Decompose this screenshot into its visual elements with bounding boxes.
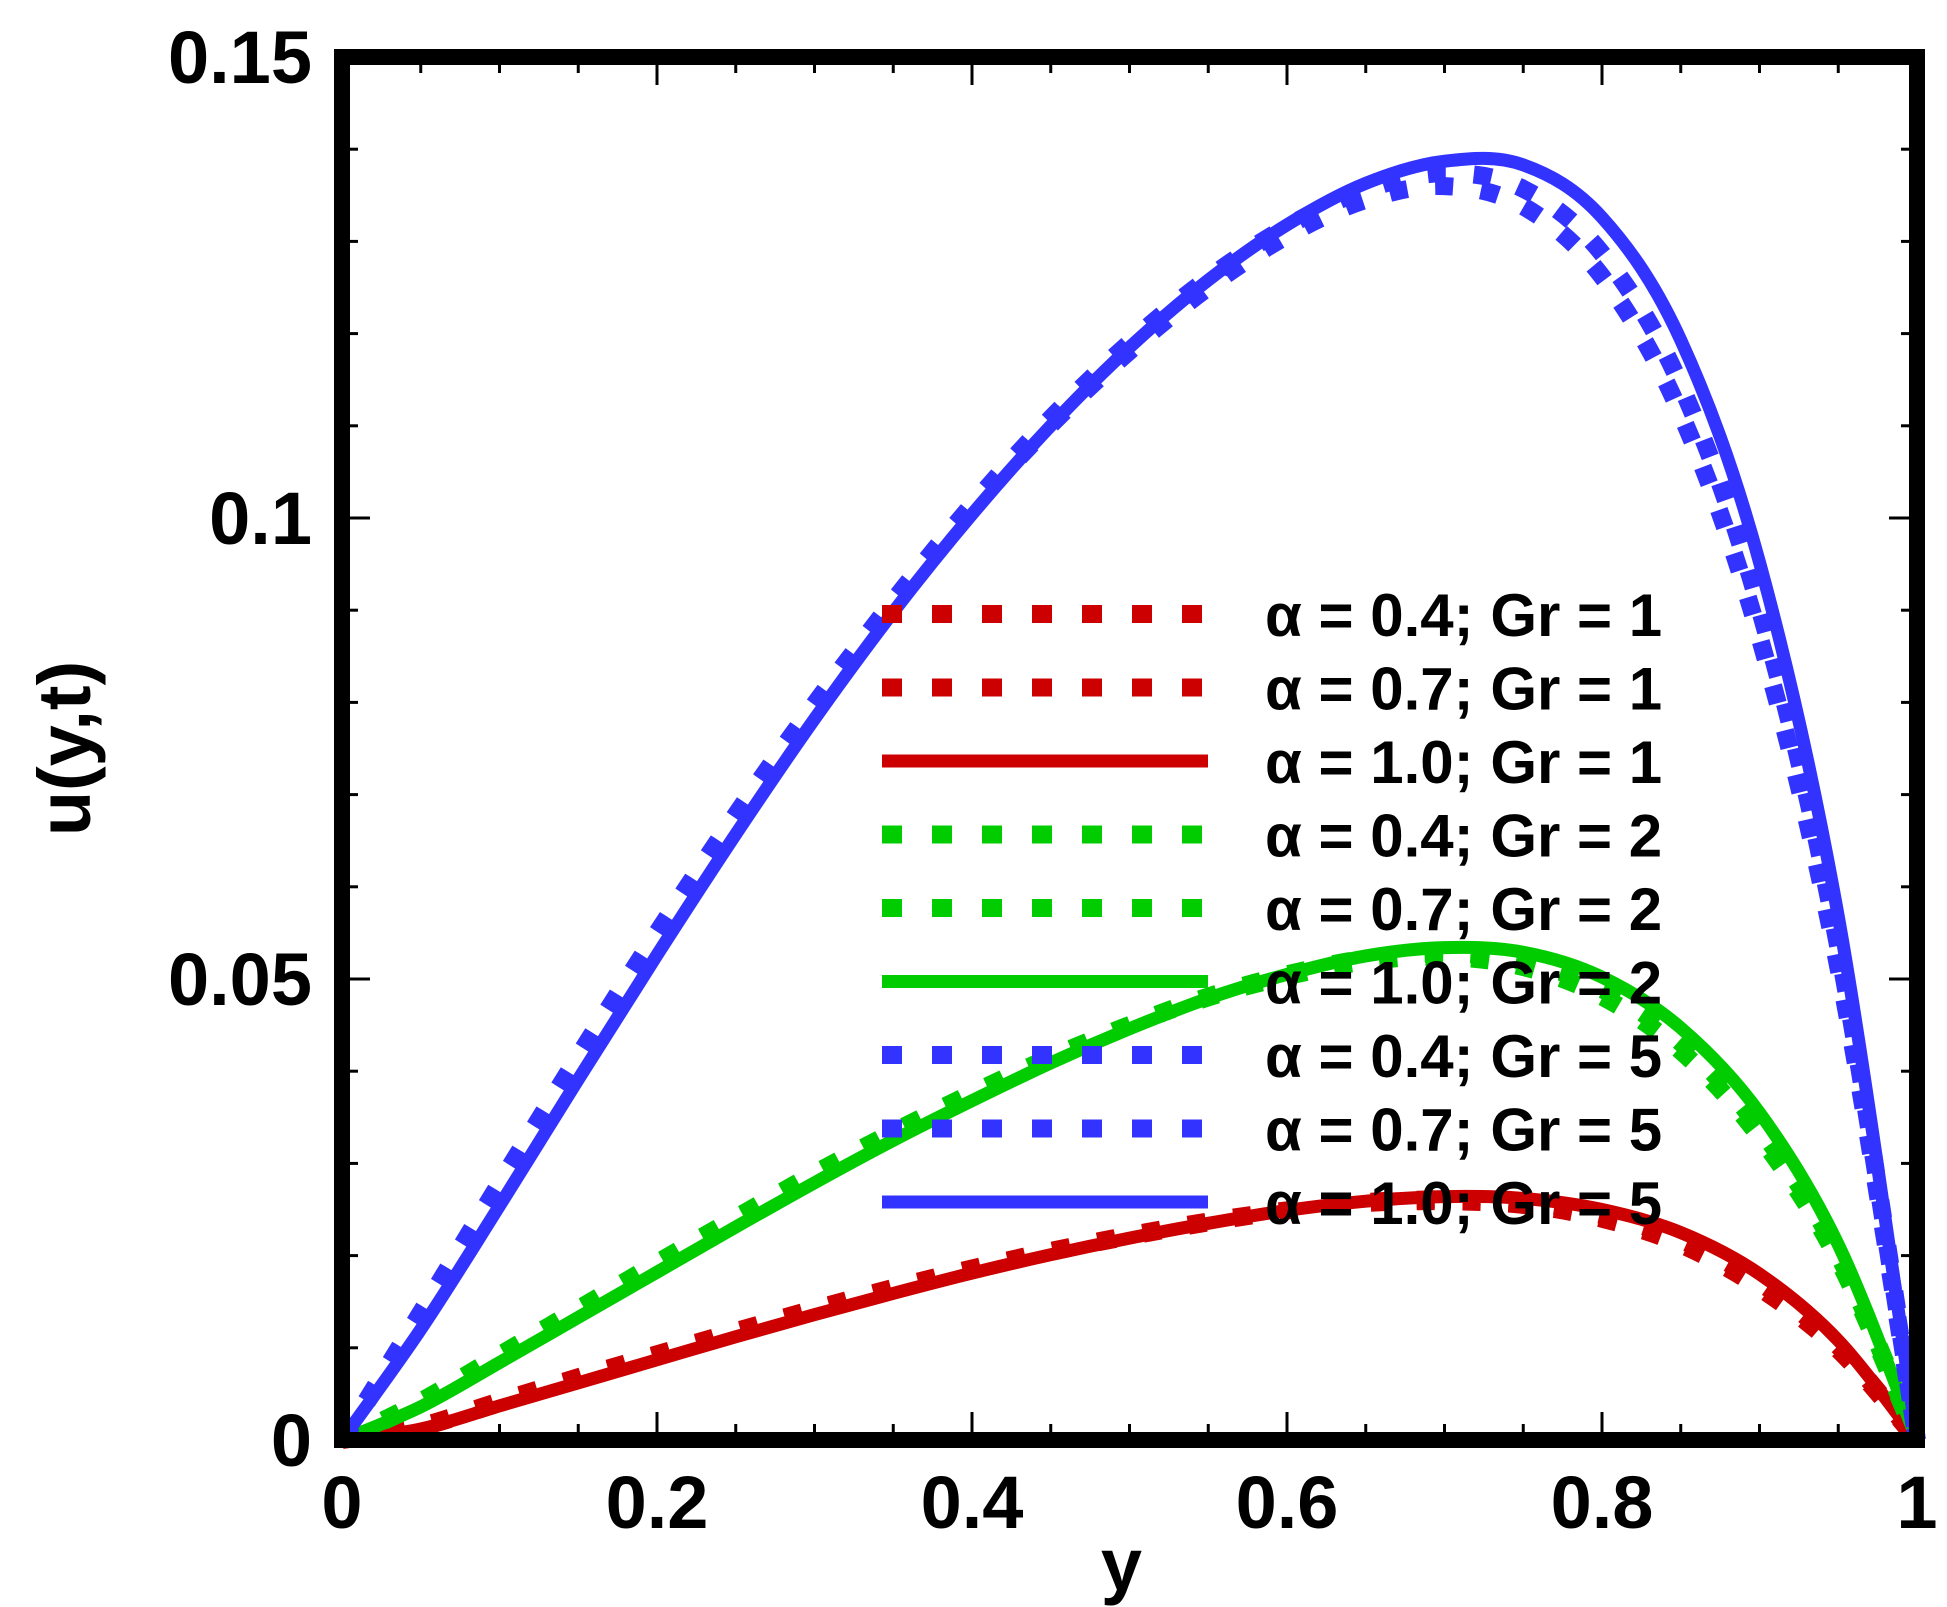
legend-label-4: α = 0.4; Gr = 2 bbox=[1265, 803, 1662, 870]
x-tick-label: 0.2 bbox=[606, 1461, 709, 1544]
tick-labels: 0 0.2 0.4 0.6 0.8 1 0 0.05 0.1 0.15 bbox=[168, 16, 1938, 1544]
legend-label-6: α = 1.0; Gr = 2 bbox=[1265, 950, 1662, 1017]
y-tick-label: 0.15 bbox=[168, 16, 312, 99]
series-line-7 bbox=[334, 176, 1926, 1445]
legend-label-1: α = 0.4; Gr = 1 bbox=[1265, 582, 1662, 649]
series-lines bbox=[334, 151, 1926, 1449]
legend-label-7: α = 0.4; Gr = 5 bbox=[1265, 1023, 1662, 1090]
legend-label-8: α = 0.7; Gr = 5 bbox=[1265, 1097, 1662, 1164]
legend-label-2: α = 0.7; Gr = 1 bbox=[1265, 656, 1662, 723]
y-tick-label: 0 bbox=[271, 1399, 312, 1482]
x-tick-label: 0.6 bbox=[1236, 1461, 1339, 1544]
series-line-6 bbox=[339, 940, 1924, 1446]
y-tick-label: 0.05 bbox=[168, 938, 312, 1021]
series-line-8 bbox=[334, 164, 1926, 1445]
x-axis-title: y bbox=[1101, 1523, 1142, 1606]
series-line-9 bbox=[336, 151, 1924, 1444]
y-axis-title: u(y,t) bbox=[23, 661, 106, 836]
x-tick-label: 0 bbox=[321, 1461, 362, 1544]
x-tick-label: 1 bbox=[1896, 1461, 1937, 1544]
legend-label-5: α = 0.7; Gr = 2 bbox=[1265, 876, 1662, 943]
x-tick-label: 0.8 bbox=[1551, 1461, 1654, 1544]
legend: α = 0.4; Gr = 1α = 0.7; Gr = 1α = 1.0; G… bbox=[882, 582, 1662, 1237]
x-tick-label: 0.4 bbox=[921, 1461, 1024, 1544]
y-tick-label: 0.1 bbox=[209, 477, 312, 560]
plot-frame bbox=[334, 49, 1925, 1448]
legend-label-9: α = 1.0; Gr = 5 bbox=[1265, 1170, 1662, 1237]
legend-label-3: α = 1.0; Gr = 1 bbox=[1265, 729, 1662, 796]
series-line-3 bbox=[341, 1189, 1923, 1447]
